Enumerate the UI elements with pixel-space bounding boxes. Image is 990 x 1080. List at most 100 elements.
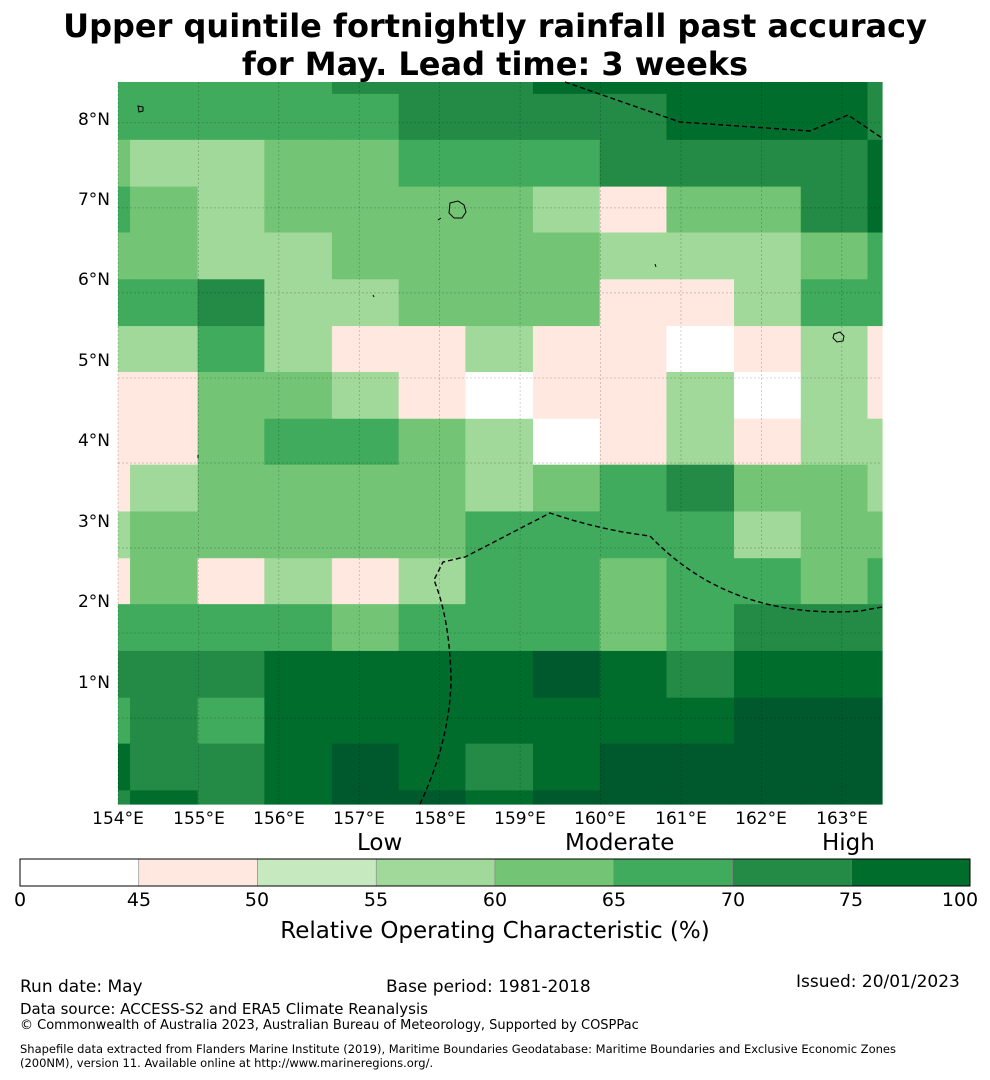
grid-cell (800, 82, 869, 95)
grid-cell (465, 139, 534, 188)
grid-cell (197, 743, 265, 791)
grid-cell (197, 232, 265, 280)
grid-cell (118, 790, 131, 805)
grid-cell (398, 558, 467, 605)
grid-cell (264, 93, 333, 141)
grid-cell (465, 232, 534, 280)
grid-cell (197, 82, 265, 95)
lon-label: 159°E (494, 809, 546, 829)
grid-cell (734, 232, 802, 280)
islet-2 (654, 263, 657, 268)
base-period: Base period: 1981-2018 (386, 977, 591, 997)
grid-cell (599, 464, 668, 513)
grid-cell (532, 558, 601, 605)
grid-cell (197, 558, 265, 605)
grid-cell (800, 232, 869, 280)
grid-cell (331, 82, 400, 95)
lat-label: 4°N (77, 431, 110, 451)
colorbar-tick: 70 (720, 889, 746, 911)
grid-cell (465, 93, 534, 141)
grid-cell (599, 511, 668, 559)
grid-cell (734, 82, 802, 95)
eez-boundary-north (564, 81, 883, 139)
grid-cell (130, 82, 199, 95)
grid-cell (264, 604, 333, 652)
grid-cell (264, 558, 333, 605)
grid-cell (599, 558, 668, 605)
colorbar-tick: 50 (244, 889, 270, 911)
grid-cell (398, 326, 467, 373)
colorbar-label: Relative Operating Characteristic (%) (280, 918, 710, 944)
grid-cell (532, 418, 601, 466)
category-moderate: Moderate (565, 830, 675, 856)
grid-cell (532, 697, 601, 745)
grid-cell (599, 82, 668, 95)
grid-cell (398, 790, 467, 805)
copyright: © Commonwealth of Australia 2023, Austra… (20, 1018, 639, 1033)
grid-cell (666, 186, 735, 234)
grid-cell (264, 418, 333, 466)
grid-cell (800, 186, 869, 234)
colorbar (19, 858, 971, 887)
grid-cell (734, 326, 802, 373)
grid-cell (130, 697, 199, 745)
colorbar-tick: 0 (13, 889, 27, 911)
grid-cell (465, 279, 534, 327)
colorbar-segment (257, 858, 377, 887)
grid-cell (666, 279, 735, 327)
grid-cell (465, 82, 534, 95)
grid-cell (867, 371, 883, 420)
islet-1 (437, 217, 442, 221)
grid-cell (800, 139, 869, 188)
grid-cell (398, 93, 467, 141)
grid-cell (331, 326, 400, 373)
map-title-line-2: for May. Lead time: 3 weeks (241, 45, 749, 83)
grid-cell (800, 326, 869, 373)
grid-cell (867, 279, 883, 327)
islet-3 (372, 294, 375, 298)
grid-cell (130, 139, 199, 188)
grid-cell (264, 326, 333, 373)
lon-label: 156°E (253, 809, 305, 829)
grid-cell (599, 326, 668, 373)
grid-cell (734, 790, 802, 805)
grid-cell (465, 186, 534, 234)
grid-cell (130, 186, 199, 234)
grid-cell (264, 371, 333, 420)
grid-cell (398, 232, 467, 280)
grid-cell (118, 511, 131, 559)
grid-cell (599, 743, 668, 791)
colorbar-segment (19, 858, 140, 887)
grid-cell (130, 650, 199, 699)
grid-cell (599, 93, 668, 141)
grid-cell (599, 697, 668, 745)
island-small-nw (137, 105, 144, 113)
grid-cell (532, 82, 601, 95)
grid-cell (130, 279, 199, 327)
grid-cell (666, 743, 735, 791)
grid-cell (118, 604, 131, 652)
grid-cell (666, 464, 735, 513)
grid-cell (532, 326, 601, 373)
grid-cell (532, 279, 601, 327)
grid-cell (197, 464, 265, 513)
grid-cell (867, 604, 883, 652)
grid-cell (130, 326, 199, 373)
grid-cell (130, 418, 199, 466)
grid-cell (130, 511, 199, 559)
islands (137, 105, 845, 458)
grid-cell (130, 790, 199, 805)
issued-date: Issued: 20/01/2023 (796, 972, 960, 992)
colorbar-segment (613, 858, 733, 887)
colorbar-frame (19, 858, 971, 887)
grid-cell (465, 511, 534, 559)
grid-cell (331, 279, 400, 327)
lon-label: 158°E (414, 809, 466, 829)
grid-cell (197, 511, 265, 559)
grid-cell (197, 279, 265, 327)
grid-cell (599, 371, 668, 420)
grid-cell (666, 93, 735, 141)
lat-label: 8°N (77, 110, 110, 130)
grid-cell (197, 371, 265, 420)
grid-cell (666, 604, 735, 652)
